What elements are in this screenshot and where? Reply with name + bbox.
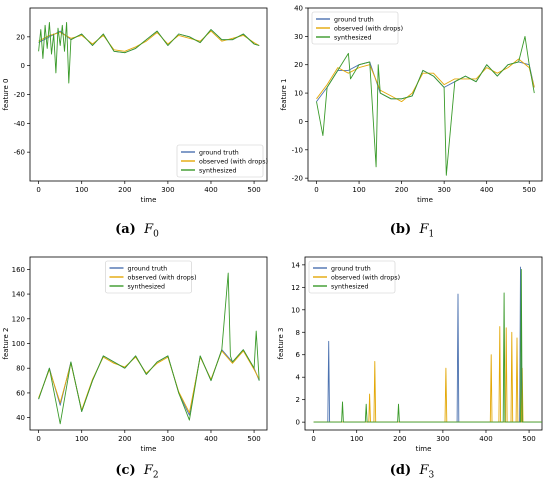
y-tick-label: -20 (292, 175, 303, 183)
y-tick-label: 4 (296, 374, 301, 382)
y-tick-label: 140 (12, 291, 25, 299)
caption-d: (d) F3 (389, 463, 435, 481)
series-line-ground-truth (38, 349, 260, 416)
x-tick-label: 200 (118, 186, 131, 194)
x-tick-label: 200 (393, 435, 406, 443)
y-tick-label: 20 (294, 61, 303, 69)
chart-feature-3: 0 100 200 300 400 500 0 2 4 6 8 10 12 14 time feature… (277, 256, 543, 453)
y-tick-label: 0 (299, 118, 303, 126)
y-axis-label: feature 3 (277, 328, 285, 360)
legend-entry: synthesized (199, 167, 237, 174)
legend-box (105, 260, 192, 294)
x-tick-label: 400 (204, 435, 217, 443)
y-axis-label: feature 2 (2, 328, 10, 360)
legend-entry: synthesized (128, 283, 166, 290)
legend-entry: ground truth (334, 16, 374, 23)
series-line-synthesized (38, 272, 260, 425)
x-axis-label: time (416, 445, 432, 453)
x-tick-label: 500 (523, 186, 536, 194)
series-line-synthesized (38, 21, 260, 84)
legend: ground truth observed (with drops) synthes… (308, 260, 400, 294)
x-tick-label: 500 (522, 435, 535, 443)
series-line-synthesized (313, 268, 542, 423)
y-tick-label: 12 (291, 284, 300, 292)
x-tick-label: 500 (247, 435, 260, 443)
y-tick-label: -10 (292, 146, 303, 154)
chart-feature-1: 0 100 200 300 400 500 -20 -10 0 10 20 30 40 time fea… (280, 5, 543, 204)
legend-entry: ground truth (128, 265, 168, 272)
series-line-ground-truth (313, 266, 542, 423)
y-tick-label: 120 (12, 315, 25, 323)
x-tick-label: 400 (204, 186, 217, 194)
y-axis-label: feature 0 (2, 79, 10, 111)
y-tick-label: 14 (291, 261, 300, 269)
y-tick-label: 100 (12, 340, 25, 348)
legend-entry: observed (with drops) (128, 274, 197, 281)
y-tick-label: -40 (14, 120, 25, 128)
y-tick-label: 40 (16, 414, 25, 422)
caption-a: (a) F0 (115, 222, 159, 240)
x-axis-label: time (141, 196, 157, 204)
legend-entry: ground truth (331, 265, 371, 272)
y-tick-label: 160 (12, 266, 25, 274)
x-axis-label: time (141, 445, 157, 453)
x-tick-label: 300 (161, 186, 174, 194)
x-tick-label: 100 (352, 186, 365, 194)
legend-entry: synthesized (334, 34, 372, 41)
legend: ground truth observed (with drops) synthes… (105, 260, 197, 294)
y-tick-label: -20 (14, 91, 25, 99)
x-tick-label: 300 (436, 435, 449, 443)
y-tick-label: 6 (296, 351, 301, 359)
x-tick-label: 0 (36, 435, 40, 443)
x-tick-label: 300 (161, 435, 174, 443)
y-tick-label: 40 (294, 5, 303, 13)
legend: ground truth observed (with drops) synthes… (311, 11, 403, 45)
y-tick-label: 8 (296, 329, 300, 337)
x-tick-label: 100 (350, 435, 363, 443)
chart-feature-0: 0 100 200 300 400 500 -60 -40 -20 0 20 time featur… (2, 7, 268, 204)
x-tick-label: 500 (247, 186, 260, 194)
series-line-observed (313, 326, 542, 423)
legend-entry: observed (with drops) (334, 25, 403, 32)
plot-area-frame (304, 256, 543, 431)
x-tick-label: 400 (479, 435, 492, 443)
legend-entry: synthesized (331, 283, 369, 290)
x-tick-label: 0 (314, 186, 318, 194)
legend-box (176, 144, 264, 178)
legend-entry: ground truth (199, 149, 239, 156)
y-tick-label: 20 (16, 33, 25, 41)
x-tick-label: 100 (75, 186, 88, 194)
y-tick-label: 60 (16, 389, 25, 397)
legend: ground truth observed (with drops) synthes… (176, 144, 268, 178)
caption-b: (b) F1 (389, 222, 435, 240)
x-tick-label: 400 (480, 186, 493, 194)
legend-box (311, 11, 399, 45)
legend-box (308, 260, 396, 294)
y-tick-label: 0 (296, 419, 300, 427)
plot-area-frame (307, 7, 543, 182)
caption-c: (c) F2 (115, 463, 159, 481)
y-tick-label: 30 (294, 33, 303, 41)
x-axis-label: time (417, 196, 433, 204)
series-line-observed (38, 30, 260, 52)
y-tick-label: 2 (296, 396, 300, 404)
x-tick-label: 0 (36, 186, 40, 194)
series-line-synthesized (316, 35, 535, 176)
y-axis-label: feature 1 (280, 79, 288, 111)
x-tick-label: 200 (395, 186, 408, 194)
y-tick-label: 10 (291, 306, 300, 314)
legend-entry: observed (with drops) (331, 274, 400, 281)
y-tick-label: 0 (21, 62, 25, 70)
legend-entry: observed (with drops) (199, 158, 268, 165)
x-tick-label: 300 (437, 186, 450, 194)
y-tick-label: 80 (16, 365, 25, 373)
y-tick-label: -60 (14, 149, 25, 157)
x-tick-label: 200 (118, 435, 131, 443)
y-tick-label: 10 (294, 90, 303, 98)
series-line-observed (38, 350, 260, 414)
x-tick-label: 0 (311, 435, 315, 443)
x-tick-label: 100 (75, 435, 88, 443)
series-line-ground-truth (38, 29, 260, 54)
